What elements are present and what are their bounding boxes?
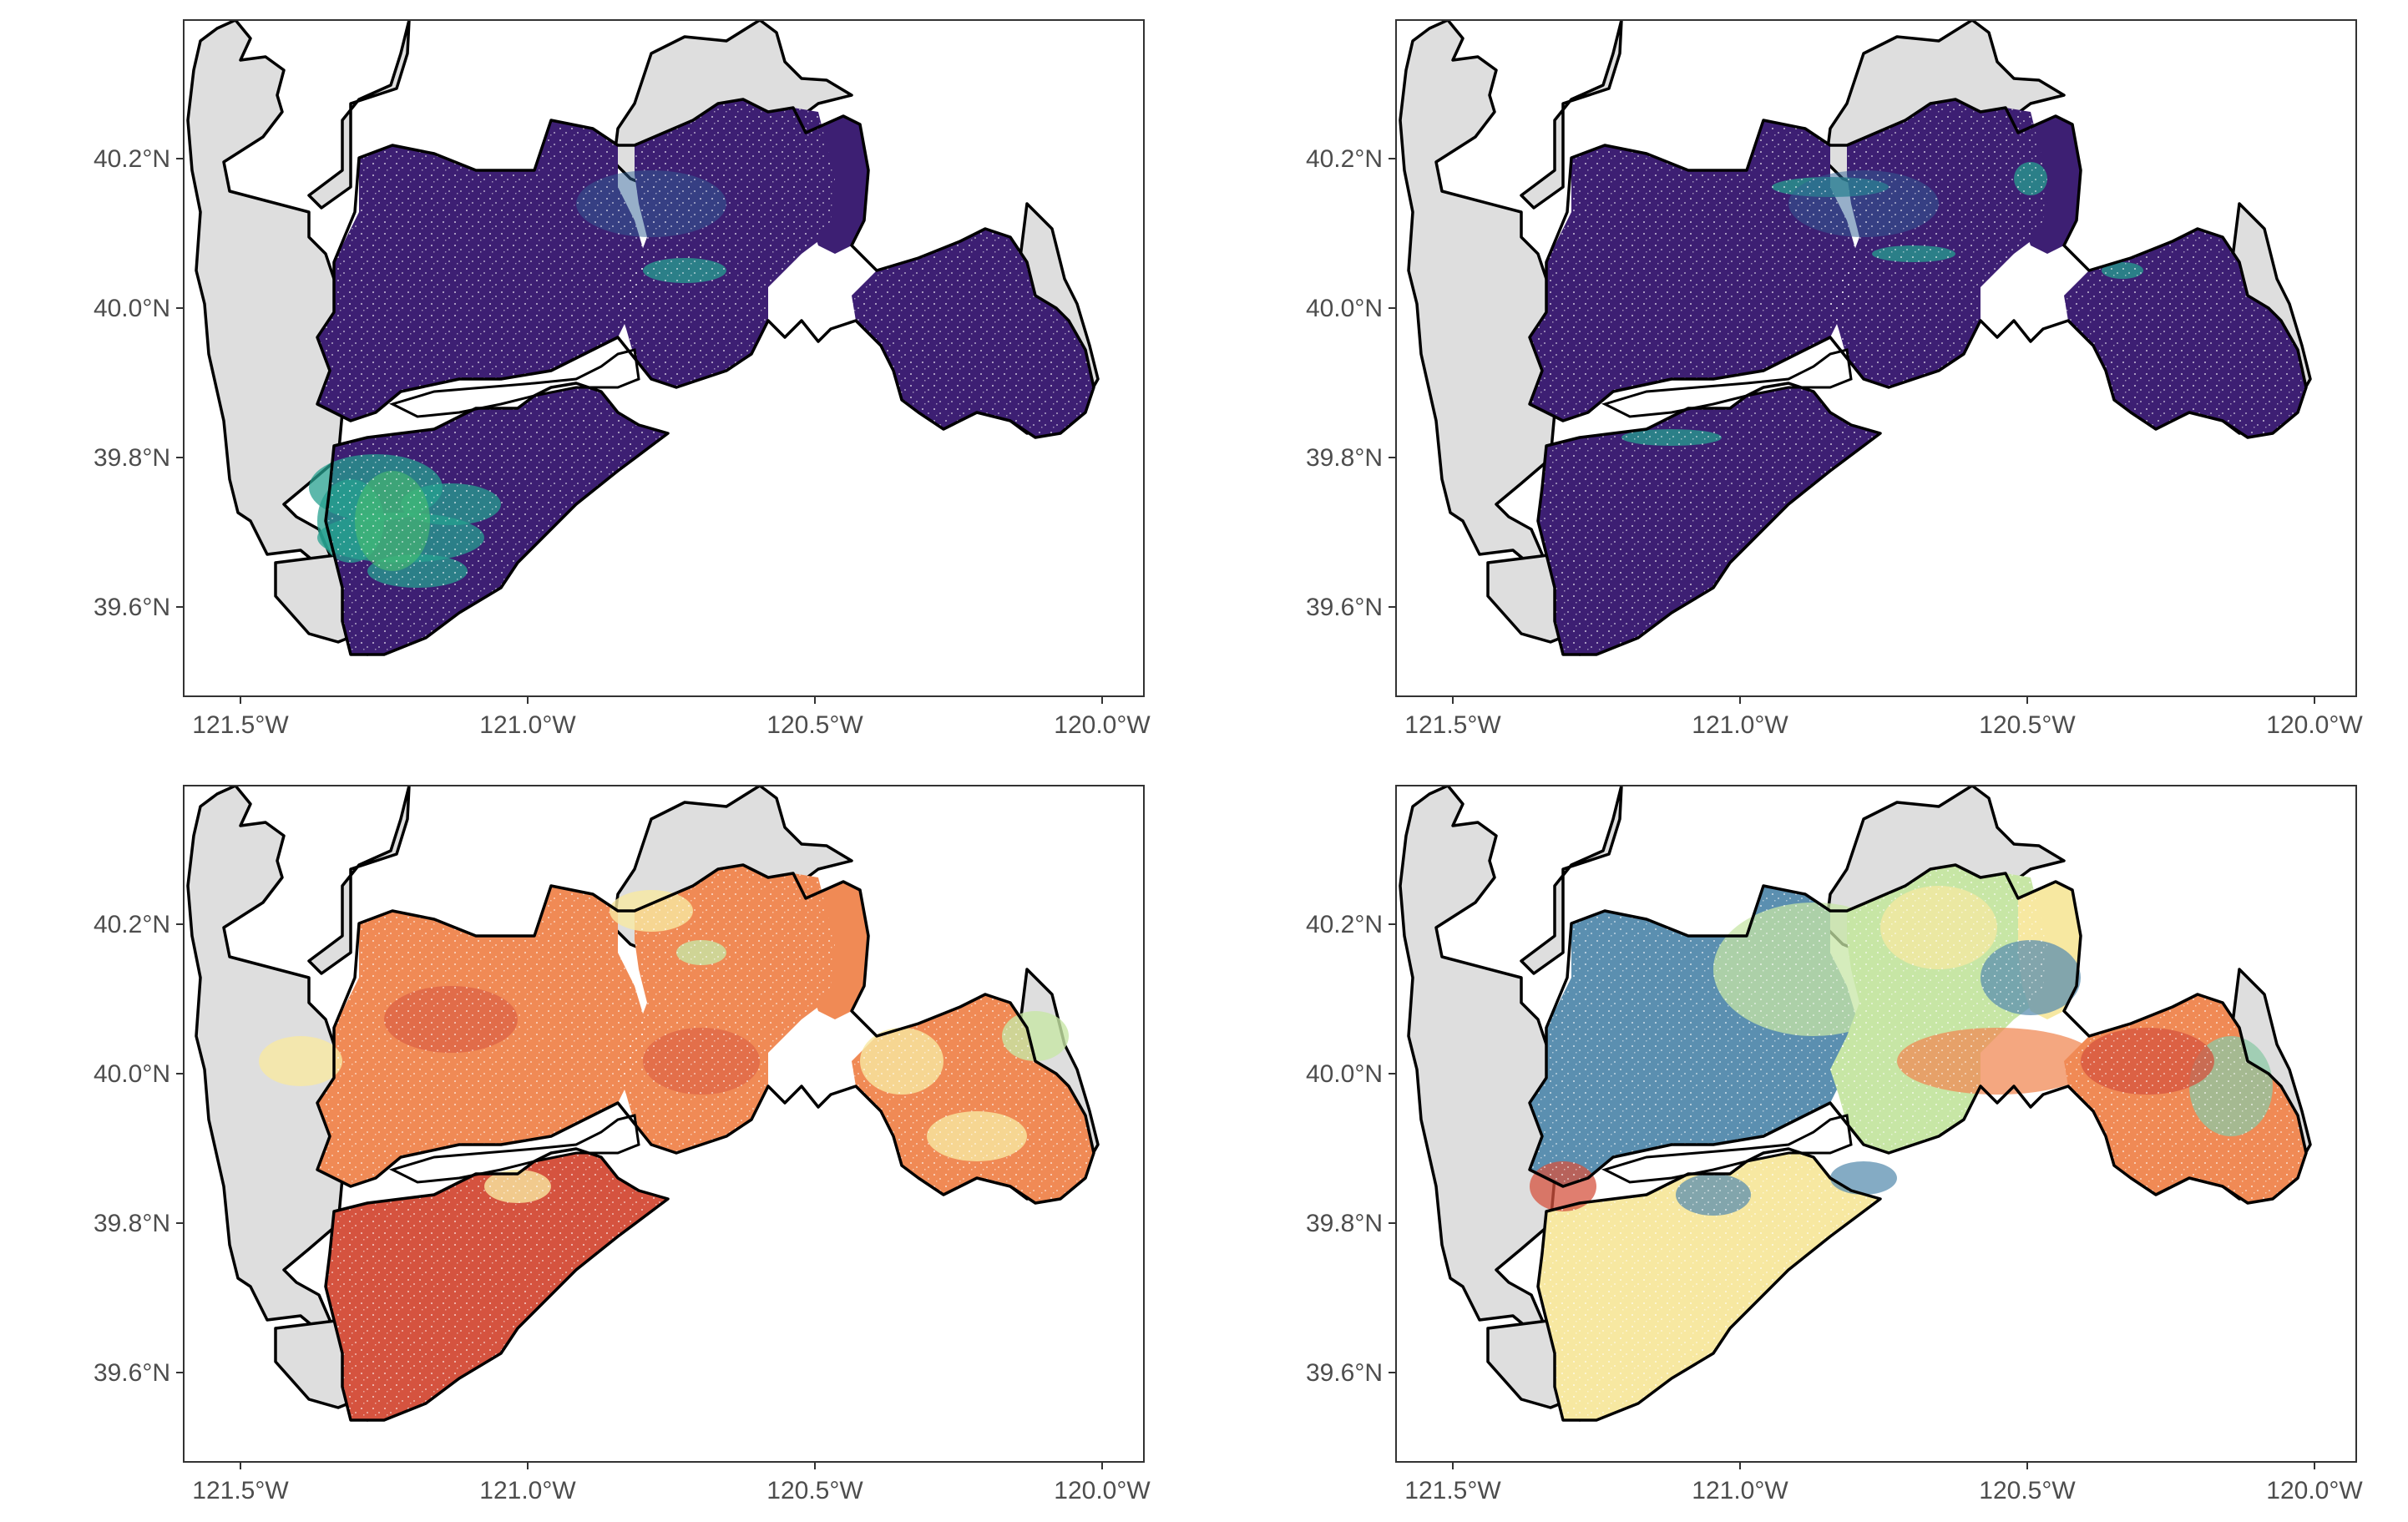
x-tick-label: 120.5°W [1979,711,2076,739]
y-tick-label: 40.2°N [94,911,170,938]
map-panel-top-left: 121.5°W 121.0°W 120.5°W 120.0°W 40.2°N 40.0°N… [94,19,1151,739]
y-tick-label: 39.8°N [94,444,170,472]
y-tick-label: 39.8°N [94,1210,170,1237]
panel-frame [183,19,1145,697]
map-panel-bottom-right: 121.5°W 121.0°W 120.5°W 120.0°W 40.2°N 40.0°N… [1306,785,2363,1504]
x-tick-label: 121.5°W [1404,1477,1501,1504]
x-tick-label: 121.0°W [1692,1477,1788,1504]
y-tick-label: 40.0°N [1306,295,1383,322]
y-tick-label: 40.0°N [94,1060,170,1088]
y-tick-label: 40.0°N [94,295,170,322]
x-tick-label: 120.0°W [1054,1477,1151,1504]
x-tick-label: 120.5°W [1979,1477,2076,1504]
x-tick-label: 120.0°W [2266,1477,2363,1504]
y-tick-label: 39.6°N [94,1359,170,1387]
y-tick-label: 40.2°N [1306,911,1383,938]
panel-frame [183,785,1145,1463]
y-tick-label: 39.8°N [1306,1210,1383,1237]
map-panel-top-right: 121.5°W 121.0°W 120.5°W 120.0°W 40.2°N 40.0°N… [1306,19,2363,739]
x-tick-label: 121.0°W [479,711,576,739]
x-tick-label: 120.5°W [766,711,863,739]
y-tick-label: 40.2°N [94,145,170,173]
map-canvas [1396,20,2356,696]
map-panel-bottom-left: 121.5°W 121.0°W 120.5°W 120.0°W 40.2°N 40.0°N… [94,785,1151,1504]
map-canvas [1396,786,2356,1462]
x-tick-label: 121.5°W [192,711,289,739]
x-tick-label: 120.0°W [1054,711,1151,739]
y-tick-label: 40.2°N [1306,145,1383,173]
panels-layer: 121.5°W 121.0°W 120.5°W 120.0°W 40.2°N 40.0°N… [94,19,2363,1504]
map-canvas [184,786,1144,1462]
y-tick-label: 39.8°N [1306,444,1383,472]
x-tick-label: 121.0°W [479,1477,576,1504]
x-tick-label: 120.0°W [2266,711,2363,739]
value-patch [259,1036,342,1086]
panel-frame [1395,19,2357,697]
y-tick-label: 39.6°N [1306,1359,1383,1387]
x-tick-label: 121.5°W [1404,711,1501,739]
x-tick-label: 121.5°W [192,1477,289,1504]
map-canvas [184,20,1144,696]
y-tick-label: 39.6°N [94,594,170,621]
panel-frame [1395,785,2357,1463]
y-tick-label: 39.6°N [1306,594,1383,621]
x-tick-label: 121.0°W [1692,711,1788,739]
y-tick-label: 40.0°N [1306,1060,1383,1088]
x-tick-label: 120.5°W [766,1477,863,1504]
